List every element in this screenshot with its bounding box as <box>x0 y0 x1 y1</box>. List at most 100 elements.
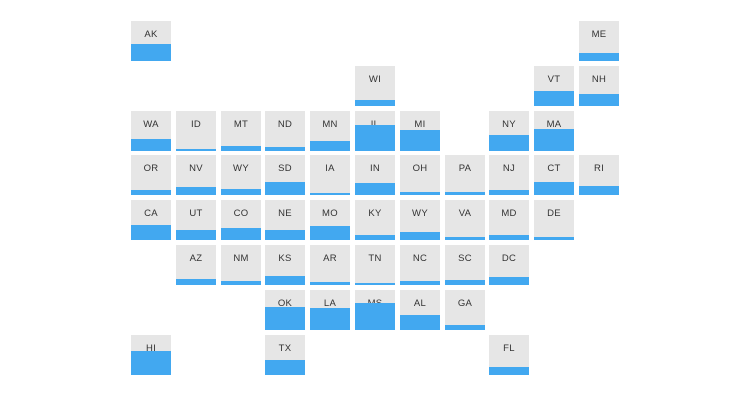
state-label: CO <box>233 208 249 219</box>
state-tile-nd: ND <box>265 111 305 151</box>
state-value-bar <box>489 277 529 285</box>
state-value-bar <box>355 283 395 285</box>
state-label: ID <box>190 119 202 130</box>
state-label: NM <box>233 253 249 264</box>
state-value-bar <box>579 186 619 195</box>
state-label: AL <box>413 298 427 309</box>
state-value-bar <box>221 281 261 285</box>
state-label: FL <box>503 343 515 354</box>
state-value-bar <box>310 226 350 240</box>
state-tile-ny: NY <box>489 111 529 151</box>
state-tile-wa: WA <box>131 111 171 151</box>
state-label: CA <box>144 208 158 219</box>
state-tile-ks: KS <box>265 245 305 285</box>
state-value-bar <box>489 190 529 195</box>
state-tile-va: VA <box>445 200 485 240</box>
state-value-bar <box>445 325 485 330</box>
state-tile-az: AZ <box>176 245 216 285</box>
state-value-bar <box>265 276 305 285</box>
state-label: OH <box>412 163 428 174</box>
state-label: IA <box>325 163 335 174</box>
state-value-bar <box>265 147 305 151</box>
state-label: IN <box>369 163 381 174</box>
state-tile-al: AL <box>400 290 440 330</box>
state-value-bar <box>265 230 305 240</box>
state-label: TN <box>368 253 382 264</box>
state-value-bar <box>265 307 305 330</box>
state-value-bar <box>489 135 529 151</box>
state-tile-ca: CA <box>131 200 171 240</box>
state-tile-ky: KY <box>355 200 395 240</box>
state-value-bar <box>176 279 216 285</box>
state-tile-mt: MT <box>221 111 261 151</box>
state-value-bar <box>355 125 395 151</box>
state-tile-id: ID <box>176 111 216 151</box>
state-label: NV <box>189 163 203 174</box>
state-label: OK <box>277 298 293 309</box>
state-value-bar <box>265 182 305 195</box>
state-tile-ak: AK <box>131 21 171 61</box>
state-value-bar <box>489 235 529 240</box>
state-label: LA <box>323 298 337 309</box>
state-tile-il: IL <box>355 111 395 151</box>
state-tile-wi: WI <box>355 66 395 106</box>
state-tile-ok: OK <box>265 290 305 330</box>
state-value-bar <box>131 190 171 195</box>
state-label: SD <box>278 163 292 174</box>
state-label: HI <box>145 343 157 354</box>
state-value-bar <box>534 237 574 240</box>
state-tile-oh: OH <box>400 155 440 195</box>
state-tile-sc: SC <box>445 245 485 285</box>
state-label: DE <box>547 208 561 219</box>
state-value-bar <box>355 100 395 106</box>
state-tile-pa: PA <box>445 155 485 195</box>
state-label: PA <box>458 163 472 174</box>
state-value-bar <box>221 146 261 151</box>
state-label: SC <box>458 253 472 264</box>
state-tile-ar: AR <box>310 245 350 285</box>
state-tile-or: OR <box>131 155 171 195</box>
state-label: MT <box>233 119 249 130</box>
state-tile-sd: SD <box>265 155 305 195</box>
state-label: KS <box>278 253 292 264</box>
state-value-bar <box>221 228 261 240</box>
state-label: WA <box>143 119 159 130</box>
state-tile-me: ME <box>579 21 619 61</box>
state-label: IL <box>355 119 395 130</box>
state-value-bar <box>131 225 171 240</box>
state-value-bar <box>445 237 485 240</box>
state-value-bar <box>445 280 485 285</box>
state-tile-in: IN <box>355 155 395 195</box>
state-value-bar <box>176 230 216 240</box>
state-label: NY <box>502 119 516 130</box>
state-tile-tn: TN <box>355 245 395 285</box>
state-value-bar <box>310 193 350 195</box>
state-label: AK <box>144 29 158 40</box>
state-tile-nm: NM <box>221 245 261 285</box>
state-value-bar <box>310 141 350 151</box>
state-value-bar <box>176 187 216 195</box>
state-label: NJ <box>502 163 516 174</box>
state-tile-dc: DC <box>489 245 529 285</box>
state-label: AR <box>323 253 337 264</box>
state-tile-wy: WY <box>400 200 440 240</box>
state-value-bar <box>534 182 574 195</box>
state-label: VA <box>458 208 472 219</box>
state-tile-tx: TX <box>265 335 305 375</box>
state-value-bar <box>579 94 619 106</box>
state-tile-ms: MS <box>355 290 395 330</box>
state-value-bar <box>355 183 395 195</box>
state-tile-fl: FL <box>489 335 529 375</box>
state-label: DC <box>501 253 517 264</box>
state-label: ME <box>591 29 607 40</box>
state-tile-mi: MI <box>400 111 440 151</box>
state-value-bar <box>489 367 529 375</box>
state-label: MO <box>322 208 338 219</box>
state-value-bar <box>131 351 171 375</box>
state-label: AZ <box>189 253 203 264</box>
state-value-bar <box>355 235 395 240</box>
state-tile-nv: NV <box>176 155 216 195</box>
state-tile-hi: HI <box>131 335 171 375</box>
state-tile-ct: CT <box>534 155 574 195</box>
